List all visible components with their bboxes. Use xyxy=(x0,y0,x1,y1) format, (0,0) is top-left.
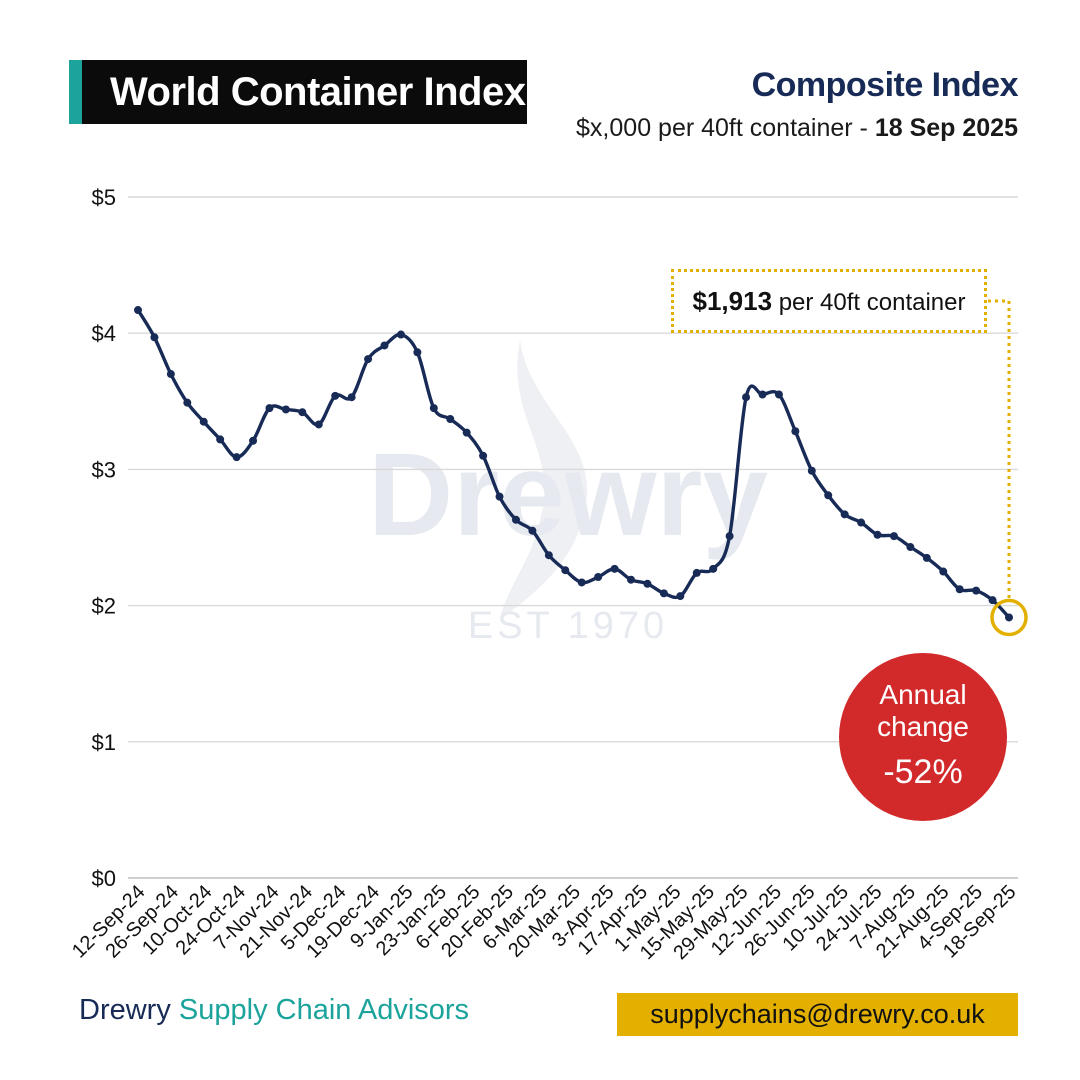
data-point xyxy=(627,575,636,584)
data-point xyxy=(495,492,504,501)
data-point xyxy=(150,333,159,342)
data-point xyxy=(922,553,931,562)
data-point xyxy=(742,393,751,402)
unit-text: $x,000 per 40ft container - xyxy=(576,114,875,142)
data-point xyxy=(939,567,948,576)
data-point xyxy=(462,428,471,437)
data-point xyxy=(544,551,553,560)
data-point xyxy=(446,415,455,424)
data-point xyxy=(643,579,652,588)
data-point xyxy=(331,391,340,400)
data-points xyxy=(134,306,1013,622)
data-point xyxy=(298,408,307,417)
footer-brand-sub: Supply Chain Advisors xyxy=(170,994,470,1026)
y-tick-label: $1 xyxy=(92,730,116,755)
annual-change-value: -52% xyxy=(883,753,963,791)
data-point xyxy=(577,578,586,587)
data-point xyxy=(889,532,898,541)
title-block: World Container Index xyxy=(69,60,527,124)
chart-subtitle: Composite Index xyxy=(751,66,1019,104)
footer-brand-main: Drewry xyxy=(79,994,171,1026)
latest-value-unit: per 40ft container xyxy=(772,289,966,316)
data-point xyxy=(511,515,520,524)
annual-change-badge: Annual change -52% xyxy=(839,653,1007,821)
data-point xyxy=(725,532,734,541)
data-point xyxy=(873,530,882,539)
data-point xyxy=(413,348,422,357)
data-point xyxy=(824,491,833,500)
page-title: World Container Index xyxy=(82,60,527,124)
data-point xyxy=(166,370,175,379)
data-point xyxy=(676,592,685,601)
data-point xyxy=(314,420,323,429)
data-point xyxy=(906,543,915,552)
annual-change-label: Annual change xyxy=(877,679,969,742)
y-axis: $0 $1 $2 $3 $4 $5 xyxy=(92,185,116,891)
data-point xyxy=(972,586,981,595)
data-point xyxy=(659,589,668,598)
y-tick-label: $3 xyxy=(92,457,116,482)
latest-value-callout: $1,913 per 40ft container xyxy=(671,269,987,333)
data-point xyxy=(249,436,258,445)
watermark-brand: Drewry xyxy=(368,429,768,561)
y-tick-label: $0 xyxy=(92,866,116,891)
data-point xyxy=(561,566,570,575)
data-point xyxy=(774,390,783,399)
data-point xyxy=(199,417,208,426)
contact-email[interactable]: supplychains@drewry.co.uk xyxy=(617,993,1018,1036)
latest-value-highlight xyxy=(990,598,1028,637)
data-point xyxy=(134,306,142,315)
data-point xyxy=(709,564,718,573)
latest-value: $1,913 xyxy=(692,286,773,316)
data-point xyxy=(955,585,964,594)
data-point xyxy=(281,405,290,414)
watermark-est: EST 1970 xyxy=(468,605,668,647)
y-tick-label: $5 xyxy=(92,185,116,210)
data-point xyxy=(429,404,438,413)
data-point xyxy=(380,341,389,350)
data-point xyxy=(364,355,373,364)
data-point xyxy=(807,466,816,475)
unit-line: $x,000 per 40ft container - 18 Sep 2025 xyxy=(576,114,1018,143)
data-point xyxy=(216,435,225,444)
data-point xyxy=(479,451,488,460)
data-point xyxy=(396,330,405,339)
data-point xyxy=(857,518,866,527)
drewry-watermark: Drewry EST 1970 xyxy=(368,340,768,647)
data-point xyxy=(183,398,192,407)
data-point xyxy=(232,453,241,462)
data-point xyxy=(791,427,800,436)
data-point xyxy=(692,568,701,577)
data-point xyxy=(265,404,274,413)
data-point xyxy=(594,572,603,581)
data-point xyxy=(528,526,537,535)
y-tick-label: $2 xyxy=(92,594,116,619)
title-accent-bar xyxy=(69,60,82,124)
data-point xyxy=(1005,613,1013,622)
flame-watermark-icon xyxy=(500,340,588,620)
y-tick-label: $4 xyxy=(92,321,116,346)
x-axis: 12-Sep-2426-Sep-2410-Oct-2424-Oct-247-No… xyxy=(68,881,1021,964)
data-point xyxy=(988,596,997,605)
data-point xyxy=(347,393,356,402)
data-point xyxy=(758,390,767,399)
footer-brand: Drewry Supply Chain Advisors xyxy=(79,994,469,1027)
data-point xyxy=(840,510,849,519)
data-point xyxy=(610,564,619,573)
index-date: 18 Sep 2025 xyxy=(874,114,1018,142)
